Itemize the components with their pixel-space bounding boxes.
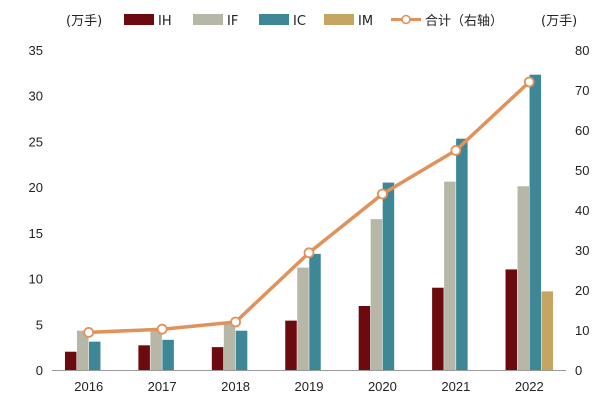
x-axis-tick-label: 2017: [148, 379, 177, 394]
legend-swatch-if: [193, 14, 223, 25]
bar-ih-2016: [64, 351, 77, 370]
bar-if-2017: [150, 327, 162, 370]
total-point-2019: [303, 247, 315, 259]
bar-if-2016: [76, 330, 89, 370]
bar-ic-2019: [309, 253, 321, 370]
right-axis-tick-label: 10: [575, 323, 589, 338]
right-axis-tick-label: 30: [575, 243, 589, 258]
x-axis-tick-label: 2016: [74, 379, 103, 394]
x-axis-tick-label: 2020: [368, 379, 397, 394]
legend-swatch-ic: [259, 14, 289, 25]
bar-ih-2021: [432, 287, 444, 370]
right-axis-ticks: 0 10 20 30 40 50 60 70 80: [575, 43, 589, 378]
legend-label-ic: IC: [293, 14, 306, 29]
bar-ic-2017: [162, 339, 174, 370]
total-point-2022: [523, 76, 535, 88]
left-axis-tick-label: 10: [29, 272, 43, 287]
left-axis-tick-label: 30: [29, 89, 43, 104]
bar-ih-2022: [505, 269, 518, 370]
right-axis-tick-label: 40: [575, 203, 589, 218]
bar-ic-2016: [88, 341, 101, 370]
left-axis-tick-label: 25: [29, 134, 43, 149]
legend-label-im: IM: [358, 14, 373, 29]
right-axis-tick-label: 50: [575, 163, 589, 178]
left-axis-tick-label: 35: [29, 43, 43, 58]
x-axis-ticks: 2016 2017 2018 2019 2020 2021 2022: [74, 379, 543, 394]
left-axis-tick-label: 5: [36, 317, 43, 332]
left-axis-tick-label: 15: [29, 226, 43, 241]
right-axis-tick-label: 0: [575, 363, 582, 378]
bar-im-2022: [541, 291, 554, 370]
bar-ih-2020: [358, 306, 371, 370]
x-axis-tick-label: 2019: [295, 379, 324, 394]
legend-label-ih: IH: [158, 14, 172, 29]
total-point-2018: [230, 316, 241, 328]
bar-if-2019: [297, 267, 309, 370]
legend-swatch-total-marker: [401, 14, 411, 25]
right-axis-unit: (万手): [541, 14, 577, 29]
bar-ih-2018: [211, 347, 224, 370]
bar-ih-2019: [285, 320, 297, 370]
bar-if-2020: [370, 219, 383, 370]
x-axis-tick-label: 2022: [515, 379, 544, 394]
legend-swatch-ih: [124, 14, 154, 25]
bar-if-2018: [223, 322, 236, 370]
bar-ic-2020: [382, 182, 395, 370]
legend-label-total: 合计（右轴）: [425, 14, 503, 29]
x-axis-tick-label: 2021: [441, 379, 470, 394]
legend-swatch-im: [324, 14, 354, 25]
total-point-2020: [377, 188, 388, 200]
x-axis-tick-label: 2018: [221, 379, 250, 394]
right-axis-tick-label: 80: [575, 43, 589, 58]
total-point-2021: [450, 144, 462, 156]
total-point-2017: [156, 323, 168, 335]
bars: [64, 74, 554, 370]
bar-ih-2017: [138, 345, 150, 370]
right-axis-tick-label: 60: [575, 123, 589, 138]
left-axis-tick-label: 20: [29, 180, 43, 195]
bar-ic-2022: [529, 74, 542, 370]
bar-if-2022: [517, 186, 530, 370]
bar-ic-2018: [235, 330, 248, 370]
bar-ic-2021: [456, 138, 468, 370]
left-axis-ticks: 0 5 10 15 20 25 30 35: [29, 43, 43, 378]
right-axis-tick-label: 20: [575, 283, 589, 298]
total-line-series: [83, 76, 535, 338]
left-axis-unit: (万手): [66, 14, 102, 29]
legend-label-if: IF: [227, 14, 238, 29]
left-axis-tick-label: 0: [36, 363, 43, 378]
total-point-2016: [83, 326, 95, 338]
right-axis-tick-label: 70: [575, 83, 589, 98]
bar-if-2021: [444, 181, 456, 370]
legend: IH IF IC IM 合计（右轴）: [124, 14, 503, 29]
